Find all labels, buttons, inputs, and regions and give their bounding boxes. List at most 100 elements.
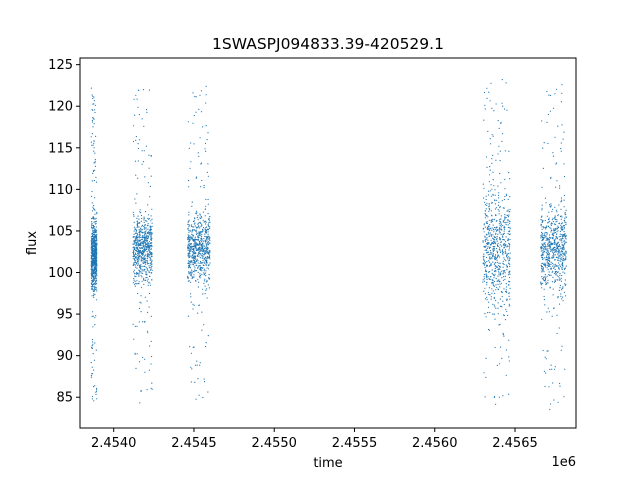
data-point (549, 244, 551, 246)
data-point (560, 227, 562, 229)
data-point (485, 238, 487, 240)
data-point (207, 284, 209, 286)
data-point (148, 262, 150, 265)
data-point (148, 232, 151, 234)
data-point (92, 117, 94, 119)
data-point (93, 123, 95, 125)
data-point (553, 264, 555, 266)
data-point (489, 100, 491, 102)
data-point (503, 288, 505, 290)
data-point (90, 376, 92, 378)
data-point (192, 236, 194, 238)
data-point (498, 262, 500, 264)
data-point (91, 256, 93, 258)
data-point (133, 338, 135, 340)
data-point (205, 221, 207, 223)
data-point (190, 243, 192, 246)
data-point (563, 231, 565, 233)
data-point (141, 150, 143, 152)
data-point (91, 344, 93, 347)
data-point (505, 216, 507, 219)
data-point (146, 224, 149, 227)
data-point (494, 237, 496, 239)
data-point (193, 276, 195, 278)
data-point (150, 264, 152, 266)
data-point (146, 257, 148, 260)
data-point (559, 284, 562, 287)
data-point (545, 235, 547, 237)
data-point (501, 277, 503, 279)
data-point (503, 276, 505, 278)
data-point (92, 243, 94, 245)
data-point (147, 280, 149, 282)
data-point (492, 220, 494, 222)
data-point (558, 204, 560, 206)
data-point (509, 178, 511, 180)
data-point (554, 249, 556, 251)
data-point (489, 250, 491, 252)
data-point (561, 268, 563, 270)
data-point (201, 241, 203, 243)
data-point (138, 89, 140, 91)
data-point (193, 250, 195, 252)
data-point (500, 241, 502, 243)
data-point (543, 227, 545, 229)
data-point (547, 218, 550, 220)
data-point (544, 219, 546, 222)
data-point (137, 234, 139, 236)
data-point (201, 217, 203, 219)
data-point (202, 262, 204, 264)
data-point (544, 244, 547, 246)
data-point (509, 226, 511, 228)
data-point (144, 257, 146, 259)
data-point (138, 283, 140, 285)
data-point (189, 240, 191, 242)
data-point (207, 212, 209, 215)
data-point (560, 101, 563, 103)
data-point (137, 249, 139, 251)
data-point (541, 232, 544, 234)
data-point (95, 135, 97, 137)
data-point (208, 274, 210, 276)
data-point (200, 253, 202, 255)
data-point (557, 125, 559, 127)
data-point (547, 350, 549, 352)
data-point (208, 225, 210, 227)
data-point (544, 356, 546, 358)
data-point (199, 362, 201, 364)
data-point (190, 235, 192, 237)
data-point (194, 95, 196, 98)
data-point (140, 214, 143, 217)
data-point (92, 241, 95, 244)
data-point (492, 303, 494, 305)
data-point (191, 275, 193, 277)
data-point (91, 284, 93, 286)
y-tick-label: 85 (56, 391, 73, 406)
data-point (188, 235, 190, 237)
x-tick-label: 2.4550 (251, 436, 297, 451)
data-point (94, 165, 96, 167)
data-point (137, 260, 140, 262)
data-point (554, 366, 556, 368)
data-point (553, 107, 555, 109)
data-point (134, 246, 136, 248)
data-point (548, 257, 550, 259)
data-point (561, 241, 563, 243)
data-point (203, 254, 205, 256)
data-point (553, 239, 555, 241)
data-point (500, 273, 502, 275)
data-point (503, 251, 505, 253)
data-point (545, 266, 547, 268)
data-point (549, 247, 551, 249)
data-point (504, 216, 506, 218)
data-point (557, 227, 559, 229)
data-point (208, 222, 210, 224)
data-point (189, 273, 191, 275)
data-point (540, 235, 542, 237)
data-point (204, 293, 206, 295)
data-point (560, 251, 562, 253)
data-point (505, 236, 507, 238)
data-point (555, 251, 557, 253)
data-point (188, 229, 190, 231)
